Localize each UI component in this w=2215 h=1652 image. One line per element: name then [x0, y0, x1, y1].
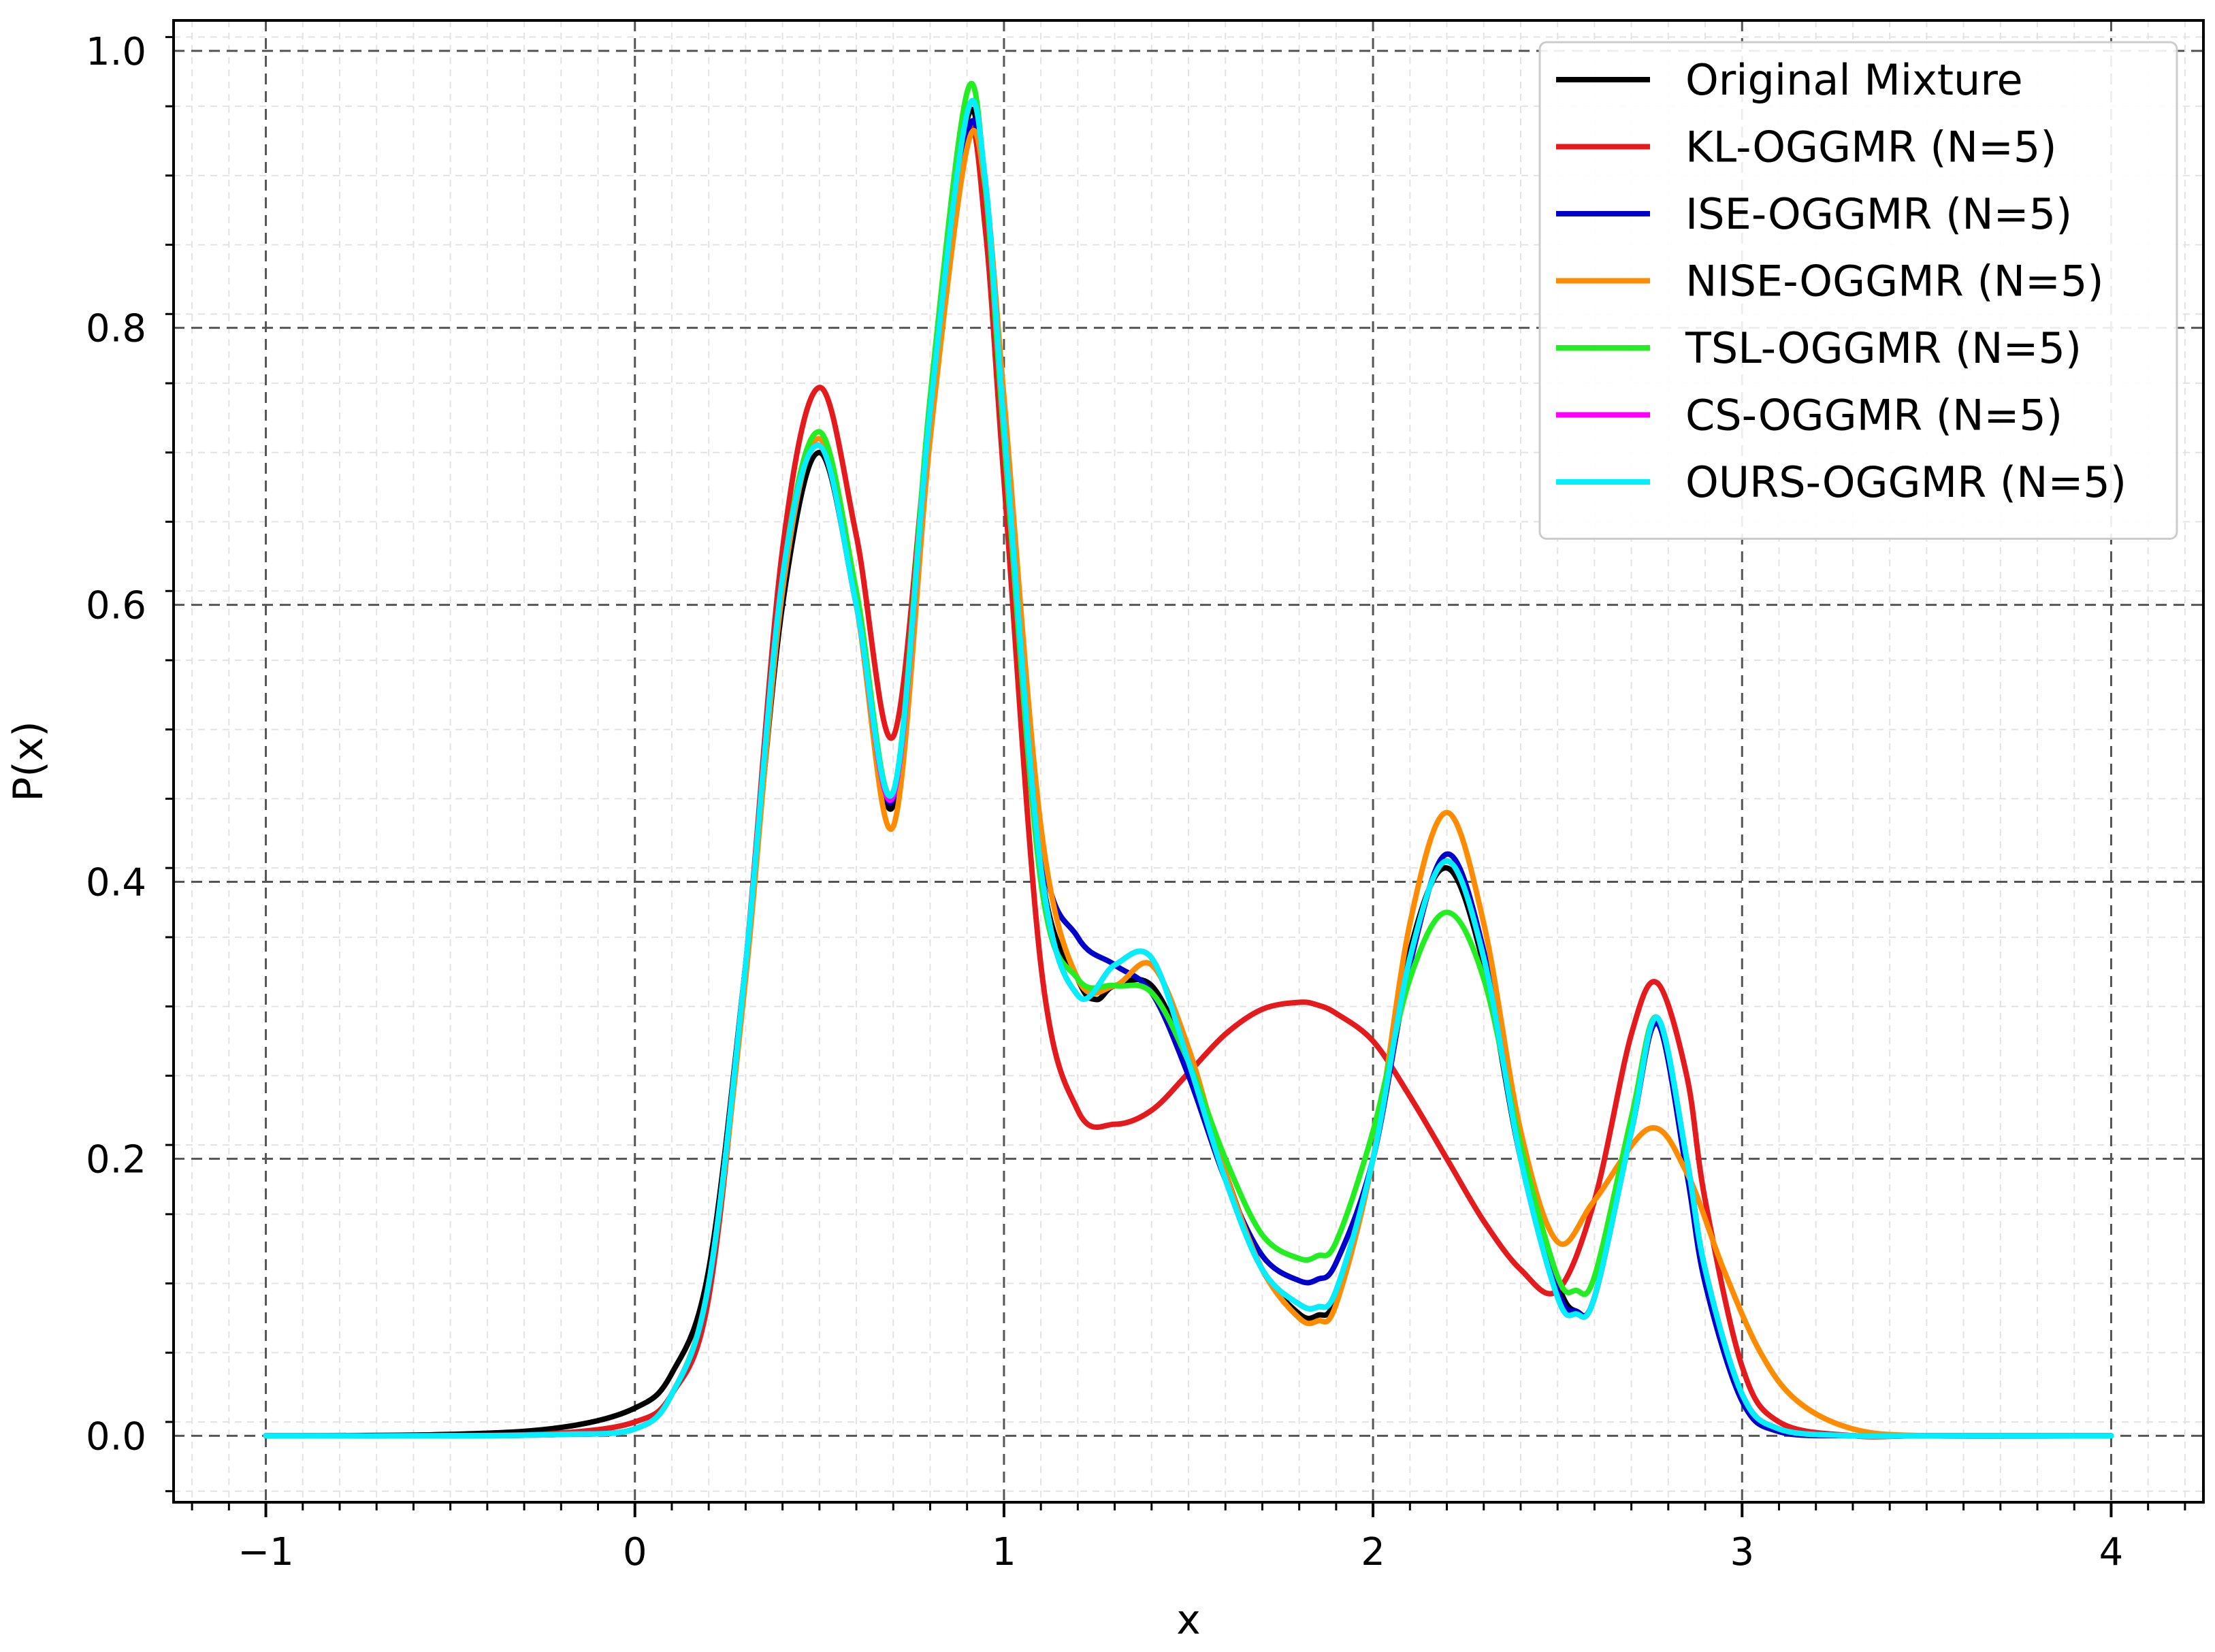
legend-label-4: TSL-OGGMR (N=5)	[1685, 323, 2082, 373]
legend-label-2: ISE-OGGMR (N=5)	[1685, 189, 2072, 239]
x-tick-label: 4	[2099, 1530, 2124, 1574]
legend-label-3: NISE-OGGMR (N=5)	[1685, 257, 2104, 306]
y-axis: 0.0 0.2 0.4 0.6 0.8 1.0	[86, 30, 174, 1493]
legend-box	[1538, 41, 2178, 540]
x-tick-label: 0	[623, 1530, 647, 1574]
legend-label-0: Original Mixture	[1685, 55, 2023, 105]
series-layer	[263, 80, 2114, 1440]
x-tick-label: 3	[1730, 1530, 1754, 1574]
series-line-6	[263, 98, 2114, 1440]
x-axis: −1 0 1 2 3 4	[191, 1502, 2186, 1574]
x-tick-label: −1	[238, 1530, 294, 1574]
legend-label-5: CS-OGGMR (N=5)	[1685, 391, 2063, 440]
x-axis-title: x	[1176, 1596, 1201, 1644]
y-tick-label: 0.6	[86, 584, 146, 628]
y-tick-label: 0.8	[86, 307, 146, 351]
y-tick-label: 0.4	[86, 861, 146, 905]
y-tick-label: 1.0	[86, 30, 146, 74]
y-axis-title: P(x)	[5, 721, 52, 802]
y-tick-label: 0.0	[86, 1414, 146, 1459]
legend-label-6: OURS-OGGMR (N=5)	[1685, 457, 2127, 507]
x-tick-label: 2	[1361, 1530, 1385, 1574]
x-tick-label: 1	[992, 1530, 1016, 1574]
legend: Original Mixture KL-OGGMR (N=5) ISE-OGGMR …	[1538, 41, 2178, 540]
legend-label-1: KL-OGGMR (N=5)	[1685, 123, 2057, 172]
y-tick-label: 0.2	[86, 1137, 146, 1182]
